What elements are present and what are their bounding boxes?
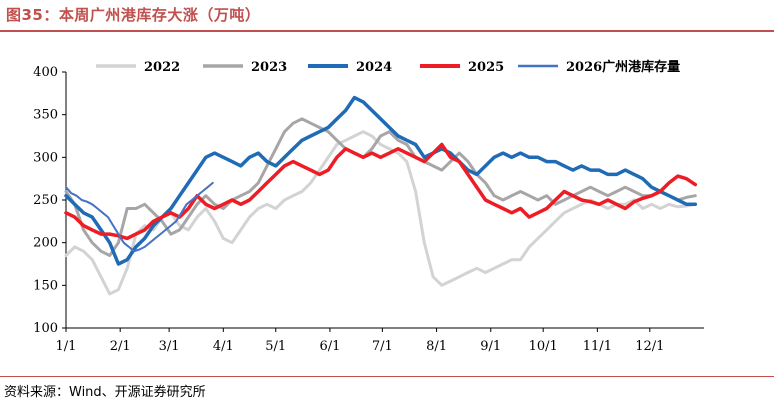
x-tick-label: 2/1 [110,339,131,354]
y-tick-label: 150 [33,278,58,293]
y-tick-label: 200 [33,236,58,251]
x-tick-label: 3/1 [159,339,180,354]
y-tick-label: 100 [33,321,58,336]
x-tick-label: 11/1 [583,339,612,354]
legend-label: 2024 [356,60,392,75]
x-tick-label: 6/1 [319,339,340,354]
series-line-2026广州港库存量 [65,181,214,253]
x-tick-label: 1/1 [56,339,77,354]
x-tick-label: 4/1 [213,339,234,354]
series-line-2023 [64,117,697,257]
chart-legend: 2022 2023 2024 2025 2026广州港库存量 [96,59,680,75]
series-line-2025 [64,142,698,241]
figure-title: 图35：本周广州港库存大涨（万吨） [6,6,261,24]
y-tick-label: 300 [33,150,58,165]
x-tick-label: 7/1 [372,339,393,354]
line-chart: 100 150 200 250 300 350 400 1/1 2/1 3/1 4/1 5/1 6/1 7… [33,59,704,354]
title-rule [0,30,774,32]
x-tick-label: 5/1 [265,339,286,354]
source-note: 资料来源：Wind、开源证券研究所 [4,385,206,400]
x-tick-label: 8/1 [426,339,447,354]
x-tick-label: 12/1 [635,339,664,354]
x-tick-label: 9/1 [480,339,501,354]
y-tick-label: 350 [33,108,58,123]
legend-label: 2023 [251,60,287,75]
legend-label: 2022 [144,60,180,75]
legend-label: 2026广州港库存量 [566,59,680,75]
series-lines [64,95,698,296]
footer-rule [0,376,774,377]
x-tick-label: 10/1 [529,339,558,354]
legend-label: 2025 [468,60,504,75]
y-tick-label: 400 [33,65,58,80]
axis-ticks: 100 150 200 250 300 350 400 1/1 2/1 3/1 4/1 5/1 6/1 7… [33,65,664,354]
series-line-2024 [64,95,698,266]
y-tick-label: 250 [33,193,58,208]
